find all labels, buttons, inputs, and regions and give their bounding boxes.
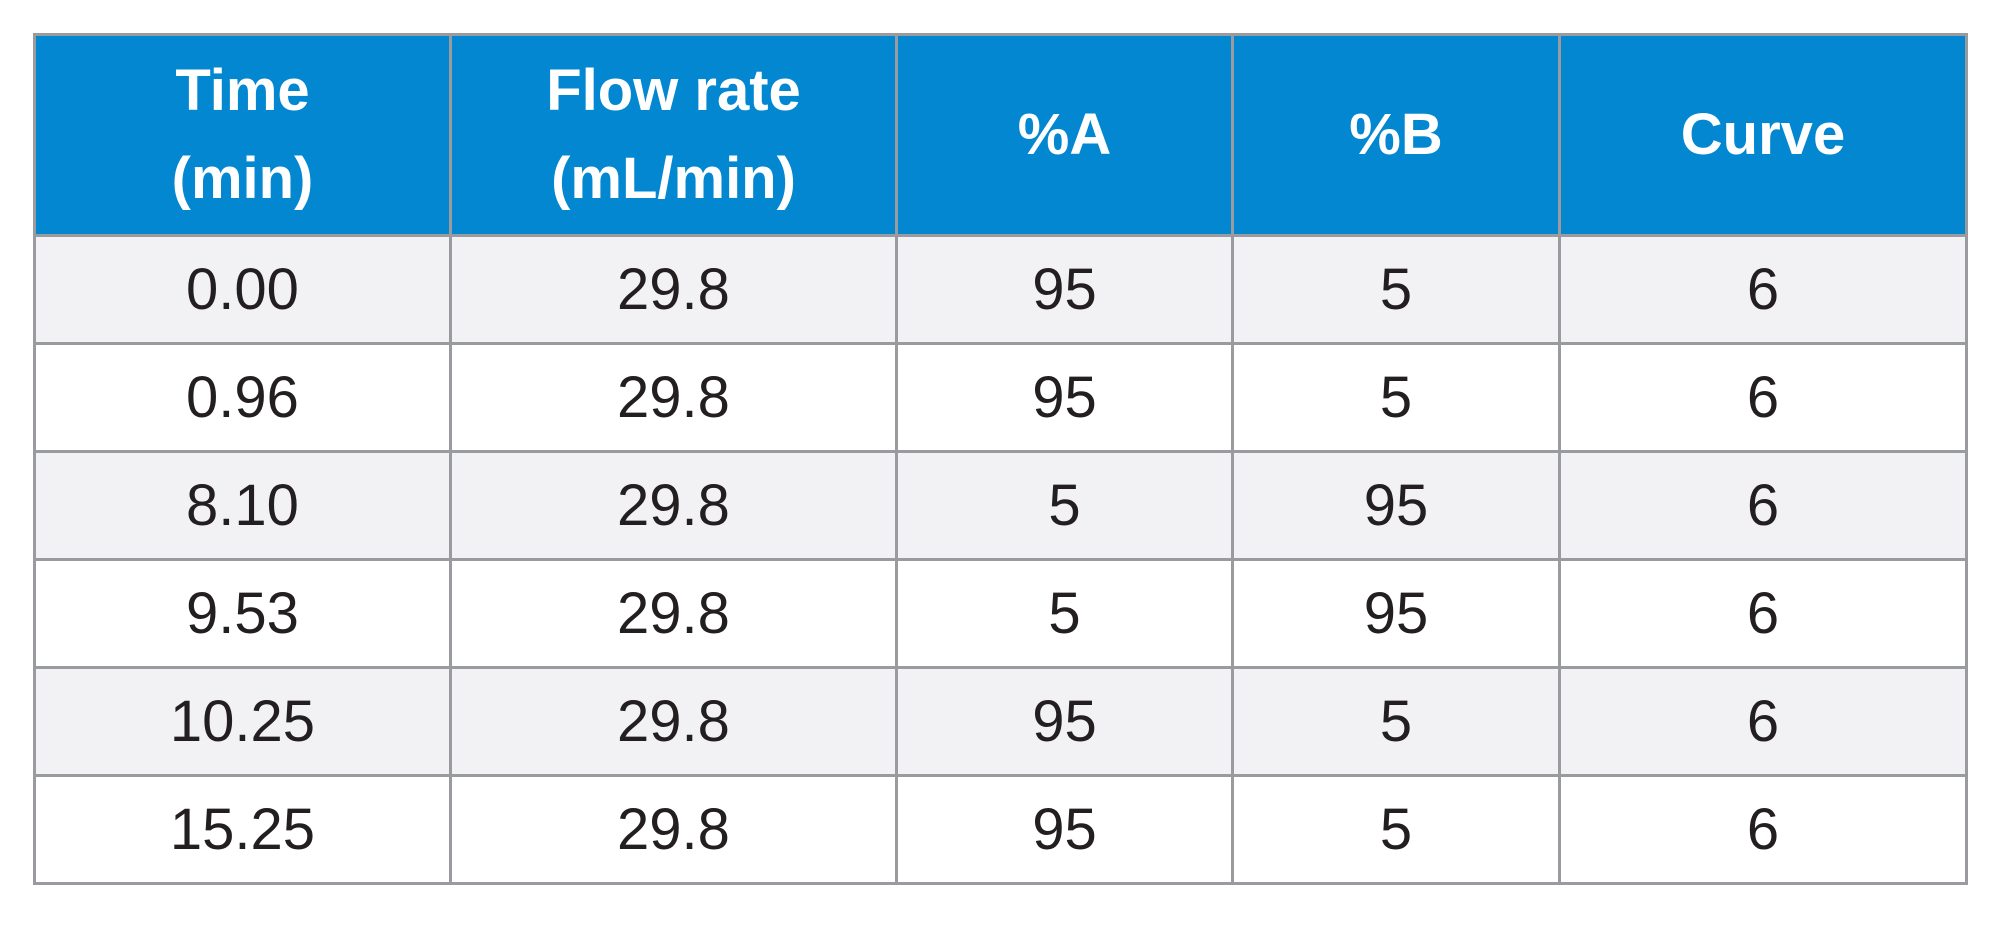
table-body: 0.00 29.8 95 5 6 0.96 29.8 95 5 6 8.10 2… [33, 234, 1968, 885]
header-curve-label: Curve [1680, 102, 1846, 167]
header-time-label: Time [175, 58, 310, 123]
cell-curve: 6 [1558, 450, 1968, 561]
cell-flow-rate: 29.8 [449, 450, 898, 561]
cell-time: 0.00 [33, 234, 452, 345]
table-row: 8.10 29.8 5 95 6 [33, 450, 1968, 561]
cell-curve: 6 [1558, 558, 1968, 669]
cell-percent-b: 95 [1231, 450, 1561, 561]
cell-curve: 6 [1558, 774, 1968, 885]
cell-percent-b: 5 [1231, 666, 1561, 777]
cell-flow-rate: 29.8 [449, 558, 898, 669]
cell-percent-b: 5 [1231, 774, 1561, 885]
cell-percent-b: 95 [1231, 558, 1561, 669]
cell-flow-rate: 29.8 [449, 666, 898, 777]
header-curve: Curve [1558, 33, 1968, 237]
cell-flow-rate: 29.8 [449, 234, 898, 345]
table-row: 15.25 29.8 95 5 6 [33, 774, 1968, 885]
cell-percent-a: 95 [895, 342, 1234, 453]
table-row: 9.53 29.8 5 95 6 [33, 558, 1968, 669]
header-percent-b-label: %B [1349, 102, 1443, 167]
cell-percent-a: 95 [895, 234, 1234, 345]
cell-curve: 6 [1558, 666, 1968, 777]
cell-time: 0.96 [33, 342, 452, 453]
header-percent-b: %B [1231, 33, 1561, 237]
cell-time: 10.25 [33, 666, 452, 777]
cell-percent-b: 5 [1231, 234, 1561, 345]
header-row: Time (min) Flow rate (mL/min) %A %B Curv… [33, 33, 1968, 237]
header-flow-rate-unit: (mL/min) [551, 146, 796, 211]
cell-percent-a: 95 [895, 774, 1234, 885]
table-row: 10.25 29.8 95 5 6 [33, 666, 1968, 777]
cell-curve: 6 [1558, 342, 1968, 453]
cell-time: 15.25 [33, 774, 452, 885]
table-row: 0.96 29.8 95 5 6 [33, 342, 1968, 453]
header-time-unit: (min) [171, 146, 314, 211]
cell-percent-b: 5 [1231, 342, 1561, 453]
gradient-table: Time (min) Flow rate (mL/min) %A %B Curv… [33, 33, 1968, 885]
header-flow-rate-label: Flow rate [546, 58, 801, 123]
header-time: Time (min) [33, 33, 452, 237]
table-row: 0.00 29.8 95 5 6 [33, 234, 1968, 345]
cell-percent-a: 5 [895, 450, 1234, 561]
table-header: Time (min) Flow rate (mL/min) %A %B Curv… [33, 33, 1968, 237]
cell-flow-rate: 29.8 [449, 342, 898, 453]
header-percent-a-label: %A [1017, 102, 1112, 167]
cell-percent-a: 95 [895, 666, 1234, 777]
header-flow-rate: Flow rate (mL/min) [449, 33, 898, 237]
cell-percent-a: 5 [895, 558, 1234, 669]
header-percent-a: %A [895, 33, 1234, 237]
cell-time: 8.10 [33, 450, 452, 561]
gradient-table-container: Time (min) Flow rate (mL/min) %A %B Curv… [33, 33, 1968, 885]
cell-time: 9.53 [33, 558, 452, 669]
cell-curve: 6 [1558, 234, 1968, 345]
cell-flow-rate: 29.8 [449, 774, 898, 885]
